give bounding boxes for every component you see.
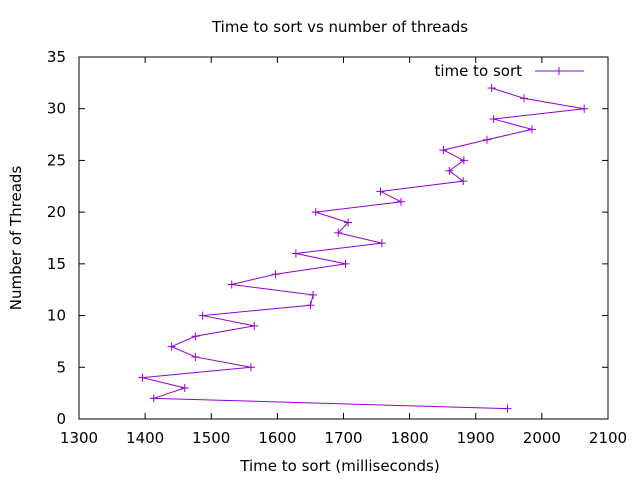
legend: time to sort — [434, 62, 584, 80]
data-point-marker — [149, 394, 158, 403]
x-tick-label: 1900 — [457, 429, 495, 447]
data-point-marker — [397, 197, 406, 206]
data-point-marker — [334, 228, 343, 237]
data-point-marker — [376, 187, 385, 196]
data-point-marker — [271, 270, 280, 279]
data-point-marker — [138, 373, 147, 382]
data-point-marker — [180, 383, 189, 392]
x-axis: 1300 1400 1500 1600 1700 1800 1900 2000 2100 — [60, 57, 627, 447]
data-point-marker — [459, 156, 468, 165]
x-tick-label: 2000 — [523, 429, 561, 447]
y-tick-label: 15 — [47, 255, 66, 273]
data-point-marker — [487, 84, 496, 93]
y-tick-label: 20 — [47, 203, 66, 221]
y-tick-label: 30 — [47, 100, 66, 118]
data-point-marker — [311, 208, 320, 217]
x-tick-label: 2100 — [589, 429, 627, 447]
data-point-marker — [341, 259, 350, 268]
data-point-marker — [344, 218, 353, 227]
plot-area-frame — [78, 56, 609, 420]
x-tick-label: 1600 — [258, 429, 296, 447]
x-tick-label: 1700 — [324, 429, 362, 447]
data-point-marker — [191, 352, 200, 361]
y-tick-label: 5 — [56, 358, 66, 376]
data-point-marker — [306, 301, 315, 310]
data-point-marker — [291, 249, 300, 258]
series-line — [142, 87, 585, 410]
data-point-marker — [503, 404, 512, 413]
data-point-marker — [246, 363, 255, 372]
data-point-marker — [580, 104, 589, 113]
data-point-marker — [377, 239, 386, 248]
x-tick-label: 1800 — [391, 429, 429, 447]
y-axis: 0 5 10 15 20 25 30 35 — [47, 48, 608, 428]
data-point-marker — [198, 311, 207, 320]
chart-title: Time to sort vs number of threads — [211, 18, 468, 36]
y-axis-label: Number of Threads — [7, 166, 25, 311]
x-tick-label: 1500 — [192, 429, 230, 447]
data-point-marker — [489, 115, 498, 124]
data-point-marker — [520, 94, 529, 103]
data-point-marker — [439, 146, 448, 155]
data-point-marker — [227, 280, 236, 289]
data-point-marker — [167, 342, 176, 351]
data-point-marker — [527, 125, 536, 134]
x-tick-label: 1400 — [126, 429, 164, 447]
y-tick-label: 35 — [47, 48, 66, 66]
data-point-marker — [191, 332, 200, 341]
data-point-marker — [459, 177, 468, 186]
x-tick-label: 1300 — [60, 429, 98, 447]
legend-marker — [555, 67, 563, 75]
legend-label: time to sort — [434, 62, 522, 80]
data-point-marker — [482, 135, 491, 144]
y-tick-label: 25 — [47, 151, 66, 169]
series-time-to-sort — [138, 84, 589, 413]
x-axis-label: Time to sort (milliseconds) — [239, 457, 439, 475]
data-point-marker — [445, 166, 454, 175]
y-tick-label: 0 — [56, 410, 66, 428]
data-point-marker — [250, 321, 259, 330]
data-point-marker — [309, 290, 318, 299]
y-tick-label: 10 — [47, 307, 66, 325]
